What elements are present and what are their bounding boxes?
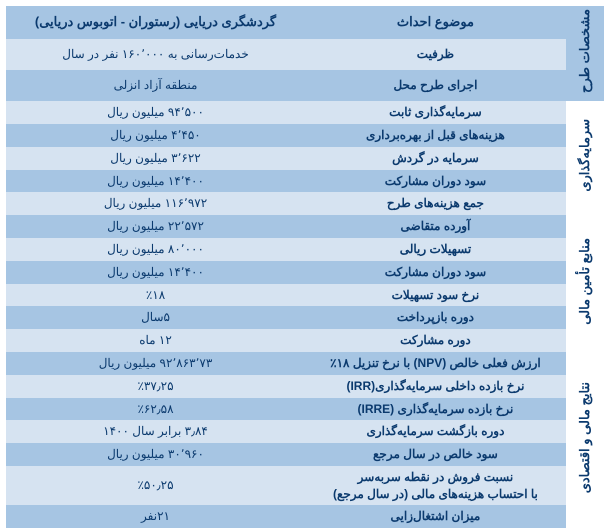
section-title: سرمایه‌گذاری xyxy=(576,119,594,192)
data-table: مشخصات طرح موضوع احداثگردشگری دریایی (رست… xyxy=(6,6,604,528)
table-row: تسهیلات ریالی۸۰٬۰۰۰ میلیون ریال xyxy=(6,238,604,261)
table-row: میزان اشتغال‌زایی۲۱نفر xyxy=(6,505,604,528)
row-label: دوره مشارکت xyxy=(305,329,566,352)
section-1: سرمایه‌گذاری xyxy=(566,101,604,215)
row-value: ۳٫۸۴ برابر سال ۱۴۰۰ xyxy=(6,420,305,443)
row-value: ۹۲٬۸۶۳٬۷۳ میلیون ریال xyxy=(6,352,305,375)
row-value: ۱۱۶٬۹۷۲ میلیون ریال xyxy=(6,192,305,215)
row-value: ۱۴٬۴۰۰ میلیون ریال xyxy=(6,170,305,193)
row-label: هزینه‌های قبل از بهره‌برداری xyxy=(305,124,566,147)
row-label: میزان اشتغال‌زایی xyxy=(305,505,566,528)
row-label: سود دوران مشارکت xyxy=(305,261,566,284)
section-title: نتایج مالی و اقتصادی xyxy=(576,382,594,493)
section-2: منابع تأمین مالی xyxy=(566,215,604,352)
row-value: ٪۱۸ xyxy=(6,284,305,307)
row-label: ظرفیت xyxy=(305,39,566,70)
row-value: ٪۳۷٫۲۵ xyxy=(6,375,305,398)
row-value: منطقه آزاد انزلی xyxy=(6,70,305,101)
table-row: نتایج مالی و اقتصادیارزش فعلی خالص (NPV)… xyxy=(6,352,604,375)
row-value: ۱۲ ماه xyxy=(6,329,305,352)
table-row: سرمایه در گردش۳٬۶۲۲ میلیون ریال xyxy=(6,147,604,170)
row-value: ۲۱نفر xyxy=(6,505,305,528)
row-label: جمع هزینه‌های طرح xyxy=(305,192,566,215)
table-row: اجرای طرح محلمنطقه آزاد انزلی xyxy=(6,70,604,101)
table-row: نرخ بازده سرمایه‌گذاری (IRRE)٪۶۲٫۵۸ xyxy=(6,398,604,421)
table-row: سود دوران مشارکت۱۴٬۴۰۰ میلیون ریال xyxy=(6,170,604,193)
header-row: مشخصات طرحموضوع احداثگردشگری دریایی (رست… xyxy=(6,6,604,39)
row-label: سرمایه‌گذاری ثابت xyxy=(305,101,566,124)
table-row: دوره مشارکت۱۲ ماه xyxy=(6,329,604,352)
header-subject-label: موضوع احداث xyxy=(305,6,566,39)
row-label: دوره بازپرداخت xyxy=(305,306,566,329)
row-label: سود خالص در سال مرجع xyxy=(305,443,566,466)
table-row: نرخ بازده داخلی سرمایه‌گذاری(IRR)٪۳۷٫۲۵ xyxy=(6,375,604,398)
table-row: سود خالص در سال مرجع۳۰٬۹۶۰ میلیون ریال xyxy=(6,443,604,466)
row-value: ۸۰٬۰۰۰ میلیون ریال xyxy=(6,238,305,261)
row-value: ۲۲٬۵۷۲ میلیون ریال xyxy=(6,215,305,238)
row-label: نرخ سود تسهیلات xyxy=(305,284,566,307)
row-label: دوره بازگشت سرمایه‌گذاری xyxy=(305,420,566,443)
header-subject-value: گردشگری دریایی (رستوران - اتوبوس دریایی) xyxy=(6,6,305,39)
row-value: ۵سال xyxy=(6,306,305,329)
section-title: مشخصات طرح xyxy=(576,9,594,93)
row-value: ۱۴٬۴۰۰ میلیون ریال xyxy=(6,261,305,284)
row-label: نسبت فروش در نقطه سربه‌سر با احتساب هزین… xyxy=(305,466,566,506)
row-value: ٪۵۰٫۲۵ xyxy=(6,466,305,506)
row-label: نرخ بازده سرمایه‌گذاری (IRRE) xyxy=(305,398,566,421)
table-row: نرخ سود تسهیلات٪۱۸ xyxy=(6,284,604,307)
row-value: ۹۴٬۵۰۰ میلیون ریال xyxy=(6,101,305,124)
table-row: سود دوران مشارکت۱۴٬۴۰۰ میلیون ریال xyxy=(6,261,604,284)
table-row: منابع تأمین مالیآورده متقاضی۲۲٬۵۷۲ میلیو… xyxy=(6,215,604,238)
row-value: ۴٬۴۵۰ میلیون ریال xyxy=(6,124,305,147)
row-label: نرخ بازده داخلی سرمایه‌گذاری(IRR) xyxy=(305,375,566,398)
table-row: سرمایه‌گذاریسرمایه‌گذاری ثابت۹۴٬۵۰۰ میلی… xyxy=(6,101,604,124)
row-value: خدمات‌رسانی به ۱۶۰٬۰۰۰ نفر در سال xyxy=(6,39,305,70)
section-plan-specs: مشخصات طرح xyxy=(566,6,604,101)
table-row: دوره بازگشت سرمایه‌گذاری۳٫۸۴ برابر سال ۱… xyxy=(6,420,604,443)
row-value: ٪۶۲٫۵۸ xyxy=(6,398,305,421)
row-label: سرمایه در گردش xyxy=(305,147,566,170)
row-value: ۳۰٬۹۶۰ میلیون ریال xyxy=(6,443,305,466)
row-label: سود دوران مشارکت xyxy=(305,170,566,193)
row-label: اجرای طرح محل xyxy=(305,70,566,101)
table-row: جمع هزینه‌های طرح۱۱۶٬۹۷۲ میلیون ریال xyxy=(6,192,604,215)
row-label: ارزش فعلی خالص (NPV) با نرخ تنزیل ۱۸٪ xyxy=(305,352,566,375)
section-3: نتایج مالی و اقتصادی xyxy=(566,352,604,528)
row-label: تسهیلات ریالی xyxy=(305,238,566,261)
table-row: ظرفیتخدمات‌رسانی به ۱۶۰٬۰۰۰ نفر در سال xyxy=(6,39,604,70)
table-row: دوره بازپرداخت۵سال xyxy=(6,306,604,329)
row-value: ۳٬۶۲۲ میلیون ریال xyxy=(6,147,305,170)
table-row: نسبت فروش در نقطه سربه‌سر با احتساب هزین… xyxy=(6,466,604,506)
row-label: آورده متقاضی xyxy=(305,215,566,238)
table-row: هزینه‌های قبل از بهره‌برداری۴٬۴۵۰ میلیون… xyxy=(6,124,604,147)
section-title: منابع تأمین مالی xyxy=(576,238,594,325)
